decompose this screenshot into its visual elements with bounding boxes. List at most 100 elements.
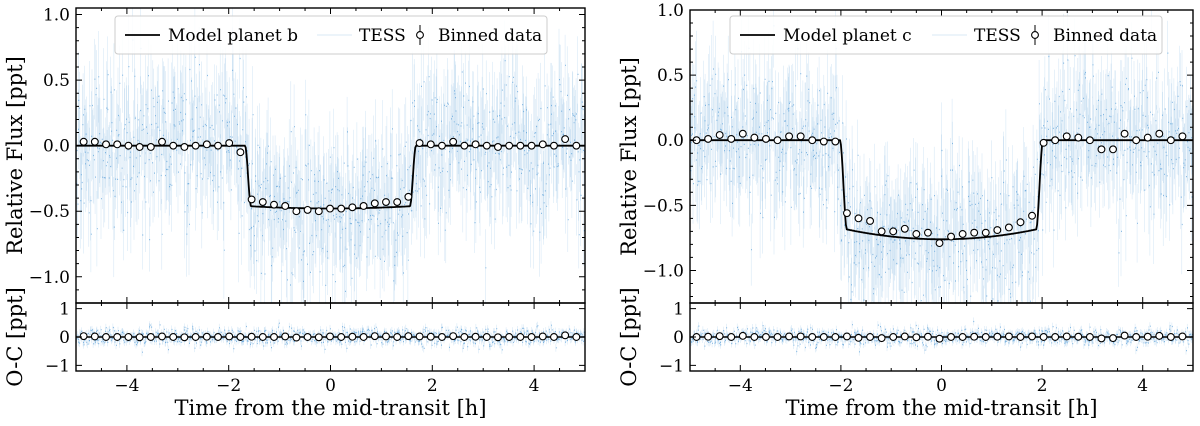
residual-tick-label: 0 [673, 328, 684, 348]
binned-point [762, 134, 770, 143]
binned-point [947, 232, 956, 241]
binned-residual-point [1051, 333, 1060, 341]
x-tick-label: −2 [216, 376, 241, 396]
x-axis-label: Time from the mid-transit [h] [174, 396, 486, 420]
binned-residual-point [1028, 332, 1036, 341]
binned-point [808, 136, 817, 145]
binned-point [854, 214, 863, 223]
binned-point [79, 137, 88, 146]
binned-residual-point [947, 333, 956, 341]
residual-tick-label: −1 [45, 356, 70, 376]
x-tick-label: 2 [427, 376, 438, 396]
legend: Model planet b TESS Binned data [114, 15, 548, 55]
binned-residual-point [225, 332, 234, 341]
binned-point [1004, 223, 1013, 232]
binned-residual-point [438, 333, 446, 341]
binned-residual-point [1039, 333, 1048, 341]
axis-ticks [689, 9, 1194, 371]
legend-binned-label: Binned data [1053, 26, 1157, 46]
binned-residual-point [359, 333, 368, 341]
x-tick-label: 4 [529, 376, 540, 396]
binned-residual-point [1178, 332, 1187, 341]
binned-point [889, 227, 898, 236]
binned-residual-point [102, 333, 110, 341]
binned-residual-point [935, 334, 944, 343]
binned-residual-point [303, 333, 312, 341]
binned-residual-point [348, 332, 357, 341]
binned-residual-point [796, 332, 805, 341]
x-tick-label: −4 [114, 376, 139, 396]
binned-residual-point [727, 333, 736, 341]
binned-point [460, 141, 469, 150]
y-tick-label: 0.0 [657, 131, 684, 151]
binned-point [1097, 145, 1106, 154]
binned-residual-point [854, 333, 863, 342]
binned-residual-point [236, 333, 245, 341]
binned-point [191, 141, 200, 150]
binned-residual-point [158, 332, 166, 341]
residual-tick-label: 1 [59, 300, 70, 320]
residual-tick-label: −1 [659, 356, 684, 376]
binned-residual-point [538, 332, 547, 341]
binned-point [1120, 129, 1129, 138]
binned-residual-point [1132, 333, 1141, 341]
legend-binned-label: Binned data [438, 26, 542, 46]
raw-tess-points [76, 8, 585, 303]
binned-point [449, 137, 458, 146]
panel-planet-c: −4 −2 0 2 4 −1.0 −0.5 0.0 0.5 1.0 −1 0 1 Time from th… [617, 1, 1194, 420]
binned-residual-point [527, 333, 536, 341]
binned-residual-point [1155, 331, 1164, 340]
binned-residual-point [191, 333, 200, 341]
binned-point [247, 195, 256, 204]
x-axis-label: Time from the mid-transit [h] [785, 396, 1097, 420]
binned-residual-point [90, 332, 99, 341]
binned-residual-point [135, 333, 144, 342]
binned-residual-point [258, 333, 267, 341]
binned-residual-point [1120, 331, 1129, 340]
binned-residual-point [877, 334, 886, 343]
residual-tick-label: 1 [673, 300, 684, 320]
binned-residual-point [281, 332, 290, 341]
x-tick-label: 2 [1037, 376, 1048, 396]
binned-point [124, 141, 133, 150]
y-tick-label: 1.0 [43, 6, 70, 26]
binned-residual-point [1109, 334, 1117, 343]
binned-residual-point [1016, 333, 1025, 341]
legend-box [114, 15, 548, 55]
binned-point [348, 203, 357, 212]
binned-point [715, 131, 724, 139]
legend-model-label: Model planet c [783, 26, 912, 46]
binned-residual-point [704, 332, 713, 341]
binned-residual-point [738, 331, 747, 340]
binned-residual-point [494, 333, 502, 342]
binned-residual-point [750, 333, 759, 341]
binned-residual-point [79, 332, 88, 341]
binned-point [1074, 133, 1083, 142]
binned-residual-point [808, 333, 817, 341]
binned-residual-point [382, 332, 390, 341]
binned-residual-point [214, 333, 222, 341]
y-tick-label: 1.0 [657, 1, 684, 21]
y-tick-label: −0.5 [643, 196, 684, 216]
binned-point [1062, 132, 1071, 141]
binned-point [842, 209, 851, 218]
binned-point [135, 143, 144, 151]
y-tick-label: −1.0 [643, 261, 684, 281]
binned-point [180, 143, 189, 151]
binned-point [538, 140, 547, 149]
binned-point [935, 239, 944, 248]
binned-point [1166, 136, 1175, 145]
panel-planet-b: −4 −2 0 2 4 −1.0 −0.5 0.0 0.5 1.0 −1 0 1 Time from th… [3, 6, 586, 420]
residual-y-axis-label: O-C [ppt] [617, 287, 641, 387]
binned-point [370, 199, 379, 208]
binned-point [404, 192, 413, 201]
binned-residual-point [314, 333, 323, 342]
binned-residual-point [1166, 333, 1175, 341]
binned-residual-point [426, 332, 435, 341]
y-tick-label: −0.5 [29, 202, 70, 222]
binned-point [146, 143, 155, 151]
binned-point [958, 230, 967, 238]
binned-point [527, 141, 536, 150]
binned-residual-point [449, 332, 458, 341]
